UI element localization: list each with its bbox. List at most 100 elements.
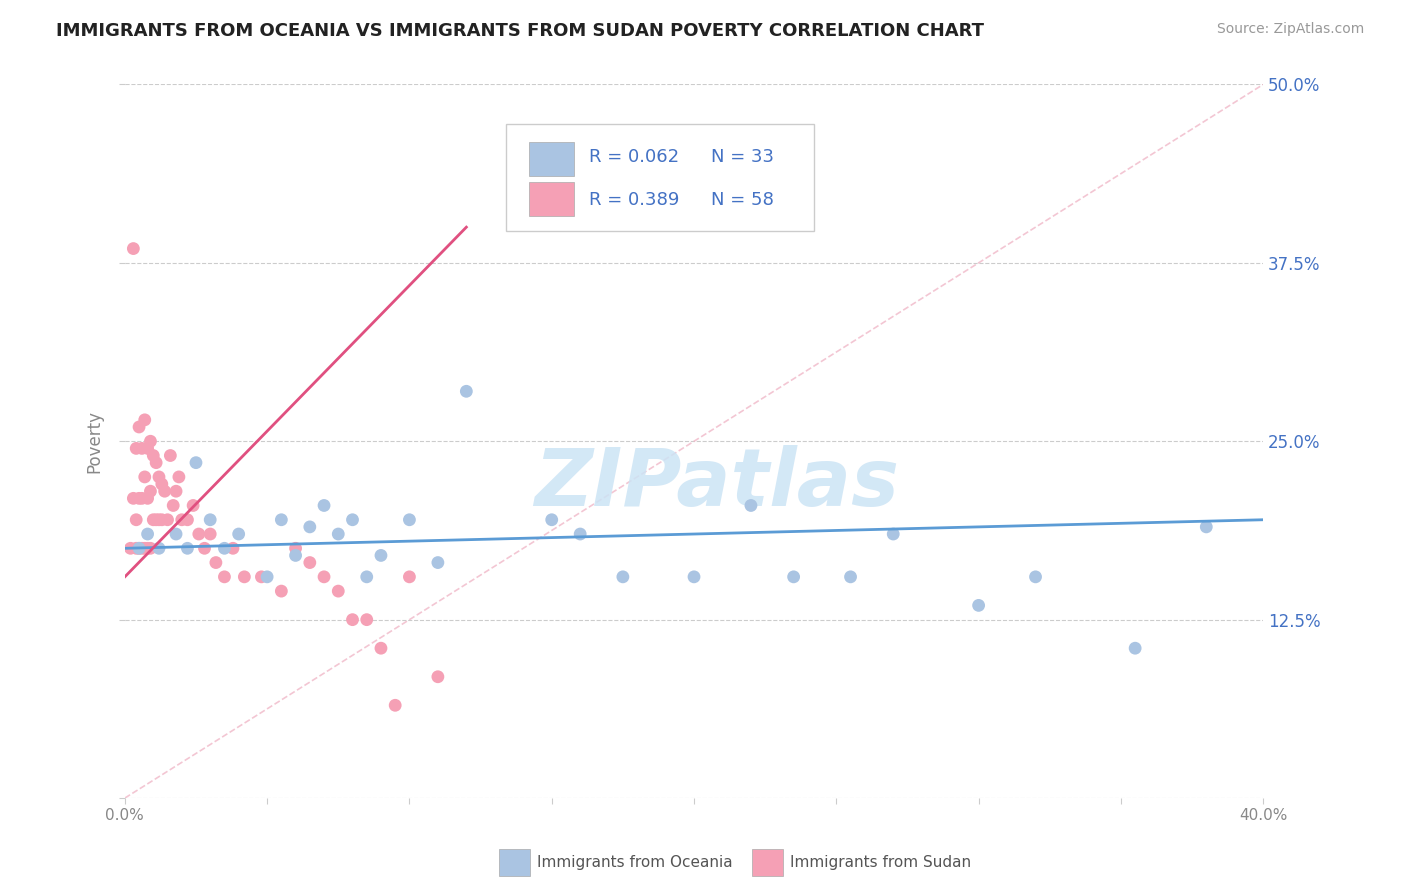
Text: Immigrants from Oceania: Immigrants from Oceania [537, 855, 733, 870]
Text: IMMIGRANTS FROM OCEANIA VS IMMIGRANTS FROM SUDAN POVERTY CORRELATION CHART: IMMIGRANTS FROM OCEANIA VS IMMIGRANTS FR… [56, 22, 984, 40]
Point [370, 641, 392, 656]
Point [398, 570, 420, 584]
Point [214, 541, 236, 556]
Point [782, 570, 804, 584]
Point [142, 449, 165, 463]
Point [612, 570, 634, 584]
Point [145, 456, 167, 470]
Point [131, 491, 153, 506]
Point [134, 541, 156, 556]
Point [250, 570, 273, 584]
Point [284, 549, 307, 563]
Point [176, 513, 198, 527]
Point [145, 513, 167, 527]
Point [298, 556, 321, 570]
FancyBboxPatch shape [529, 142, 575, 176]
Point [125, 442, 148, 456]
Point [128, 491, 150, 506]
Point [134, 470, 156, 484]
Point [200, 527, 222, 541]
Point [456, 384, 478, 399]
Point [328, 527, 350, 541]
Point [312, 570, 335, 584]
Point [167, 470, 190, 484]
Point [356, 613, 378, 627]
Point [683, 570, 706, 584]
Point [131, 541, 153, 556]
Point [165, 527, 187, 541]
Point [139, 484, 162, 499]
Text: Immigrants from Sudan: Immigrants from Sudan [790, 855, 972, 870]
Point [356, 570, 378, 584]
Point [150, 477, 173, 491]
Point [148, 541, 170, 556]
Point [284, 541, 307, 556]
Point [156, 513, 179, 527]
Point [122, 491, 145, 506]
FancyBboxPatch shape [529, 182, 575, 217]
Point [384, 698, 406, 713]
Point [370, 549, 392, 563]
Point [426, 670, 449, 684]
Point [193, 541, 215, 556]
Point [136, 541, 159, 556]
Point [165, 484, 187, 499]
Point [139, 541, 162, 556]
Point [148, 513, 170, 527]
Point [256, 570, 278, 584]
Point [312, 499, 335, 513]
Text: N = 33: N = 33 [711, 148, 775, 166]
Point [298, 520, 321, 534]
Point [131, 442, 153, 456]
Point [214, 570, 236, 584]
Text: Source: ZipAtlas.com: Source: ZipAtlas.com [1216, 22, 1364, 37]
Point [136, 527, 159, 541]
Y-axis label: Poverty: Poverty [86, 409, 103, 473]
Point [233, 570, 256, 584]
Point [181, 499, 204, 513]
Point [228, 527, 250, 541]
Point [882, 527, 904, 541]
Point [1123, 641, 1146, 656]
Point [125, 541, 148, 556]
Text: R = 0.389: R = 0.389 [589, 191, 679, 209]
Point [1195, 520, 1218, 534]
Text: N = 58: N = 58 [711, 191, 773, 209]
FancyBboxPatch shape [506, 124, 814, 231]
Point [200, 513, 222, 527]
Point [342, 613, 364, 627]
Point [205, 556, 228, 570]
Text: ZIPatlas: ZIPatlas [534, 445, 900, 523]
Point [148, 470, 170, 484]
Point [136, 491, 159, 506]
Point [150, 513, 173, 527]
Point [967, 599, 990, 613]
Point [328, 584, 350, 599]
Point [125, 513, 148, 527]
Point [569, 527, 592, 541]
Point [136, 442, 159, 456]
Point [398, 513, 420, 527]
Point [270, 513, 292, 527]
Point [142, 513, 165, 527]
Point [139, 434, 162, 449]
Point [134, 413, 156, 427]
Point [540, 513, 562, 527]
Point [184, 456, 207, 470]
Point [153, 484, 176, 499]
Point [740, 499, 762, 513]
Point [122, 242, 145, 256]
Point [128, 541, 150, 556]
Text: R = 0.062: R = 0.062 [589, 148, 679, 166]
Point [176, 541, 198, 556]
Point [162, 499, 184, 513]
Point [222, 541, 245, 556]
Point [1025, 570, 1047, 584]
Point [270, 584, 292, 599]
Point [128, 420, 150, 434]
Point [120, 541, 142, 556]
Point [159, 449, 181, 463]
Point [187, 527, 209, 541]
Point [839, 570, 862, 584]
Point [342, 513, 364, 527]
